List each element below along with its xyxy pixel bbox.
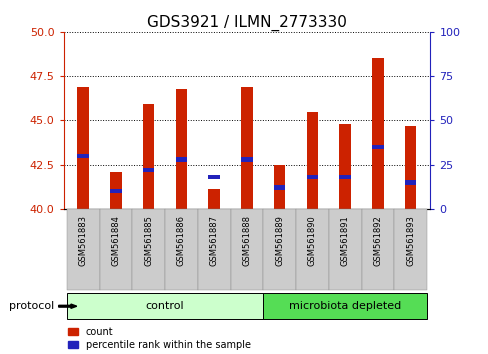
Bar (306, 112, 318, 209)
Bar (241, 87, 252, 209)
Bar (273, 185, 285, 190)
Bar (175, 88, 187, 209)
Bar (165, 209, 198, 290)
Bar (67, 209, 100, 290)
Bar (110, 172, 122, 209)
Bar (132, 209, 165, 290)
Bar (306, 175, 318, 179)
Bar (371, 58, 383, 209)
Bar (142, 168, 154, 172)
Text: GSM561888: GSM561888 (242, 215, 251, 266)
Bar (273, 165, 285, 209)
Text: GSM561893: GSM561893 (406, 215, 414, 266)
Text: GSM561885: GSM561885 (144, 215, 153, 266)
Bar (142, 104, 154, 209)
Bar (371, 145, 383, 149)
Legend: count, percentile rank within the sample: count, percentile rank within the sample (68, 327, 250, 350)
Text: protocol: protocol (8, 301, 54, 311)
Text: GSM561884: GSM561884 (111, 215, 120, 266)
Bar (339, 124, 350, 209)
Bar (295, 209, 328, 290)
Bar (77, 87, 89, 209)
Title: GDS3921 / ILMN_2773330: GDS3921 / ILMN_2773330 (147, 14, 346, 30)
Text: GSM561890: GSM561890 (307, 215, 316, 266)
Bar (328, 209, 361, 290)
Bar (361, 209, 393, 290)
Bar (175, 157, 187, 161)
Bar (339, 175, 350, 179)
Bar (198, 209, 230, 290)
Bar (404, 180, 416, 184)
Bar (263, 209, 295, 290)
Bar (110, 189, 122, 193)
Bar (100, 209, 132, 290)
Bar (208, 175, 220, 179)
Bar (263, 293, 426, 319)
Bar (77, 154, 89, 158)
Text: GSM561891: GSM561891 (340, 215, 349, 266)
Text: GSM561892: GSM561892 (373, 215, 382, 266)
Bar (230, 209, 263, 290)
Bar (67, 293, 263, 319)
Text: GSM561889: GSM561889 (275, 215, 284, 266)
Text: control: control (145, 301, 184, 311)
Bar (208, 189, 220, 209)
Text: GSM561887: GSM561887 (209, 215, 218, 266)
Text: microbiota depleted: microbiota depleted (288, 301, 401, 311)
Bar (404, 126, 416, 209)
Bar (241, 157, 252, 161)
Text: GSM561883: GSM561883 (79, 215, 87, 266)
Text: GSM561886: GSM561886 (177, 215, 185, 266)
Bar (393, 209, 426, 290)
